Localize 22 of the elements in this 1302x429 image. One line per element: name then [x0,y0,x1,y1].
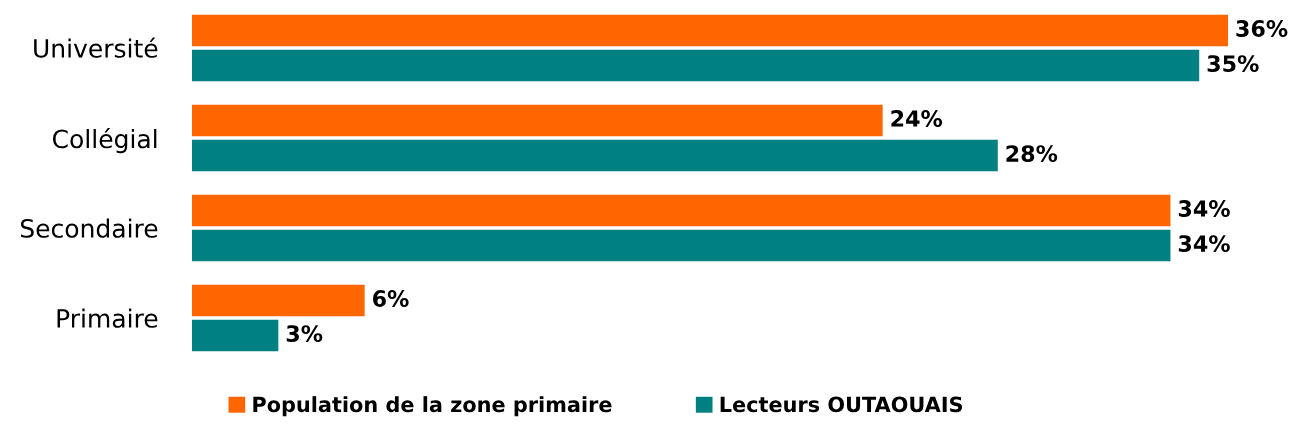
y-tick-label: Collégial [52,128,157,154]
data-label: 36% [1236,20,1288,37]
legend-label: Lecteurs OUTAOUAIS [720,396,963,413]
data-label: 28% [1006,145,1058,162]
data-label: 34% [1178,200,1230,217]
bar [192,194,1171,227]
bar [192,49,1200,82]
bar [192,104,883,137]
data-label: 24% [891,110,943,127]
y-tick-label: Université [34,37,158,58]
legend-label: Population de la zone primaire [253,396,612,417]
bar [192,139,998,172]
bar [192,14,1228,47]
data-label: 3% [286,325,323,342]
bar [192,229,1171,262]
y-tick-label: Primaire [57,308,158,328]
data-label: 34% [1178,235,1230,252]
bar [192,319,279,352]
data-label: 6% [372,290,409,307]
bar [192,284,365,317]
y-tick-label: Secondaire [20,218,158,238]
data-label: 35% [1207,55,1259,72]
